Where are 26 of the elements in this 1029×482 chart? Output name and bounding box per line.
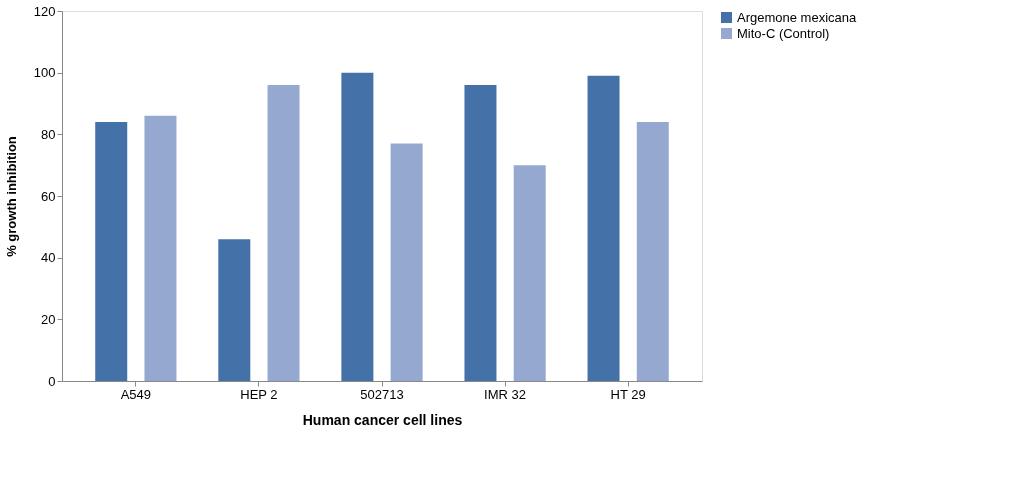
y-tick-label: 60	[41, 188, 56, 204]
x-tick-label: IMR 32	[484, 386, 527, 402]
y-tick-label: 80	[41, 126, 56, 142]
bar	[341, 72, 374, 381]
x-tick-label: HT 29	[610, 386, 646, 402]
bar	[636, 122, 669, 381]
bar	[144, 115, 177, 381]
bar	[95, 122, 128, 381]
bar	[464, 85, 497, 381]
x-tick-label: HEP 2	[240, 386, 278, 402]
bar	[267, 85, 300, 381]
y-tick-label: 40	[41, 250, 56, 266]
bar	[390, 143, 423, 381]
y-tick-label: 20	[41, 311, 56, 327]
x-tick-label: 502713	[360, 386, 404, 402]
bar	[587, 75, 620, 381]
legend-label: Argemone mexicana	[737, 9, 857, 25]
y-axis-title: % growth inhibition	[3, 136, 19, 257]
x-axis-title: Human cancer cell lines	[302, 411, 463, 428]
bar	[218, 239, 251, 381]
y-tick-label: 100	[33, 65, 56, 81]
x-tick-label: A549	[120, 386, 152, 402]
y-tick-label: 0	[48, 373, 56, 389]
bar	[513, 165, 546, 381]
y-tick-label: 120	[33, 3, 56, 19]
legend-label: Mito-C (Control)	[737, 25, 830, 41]
